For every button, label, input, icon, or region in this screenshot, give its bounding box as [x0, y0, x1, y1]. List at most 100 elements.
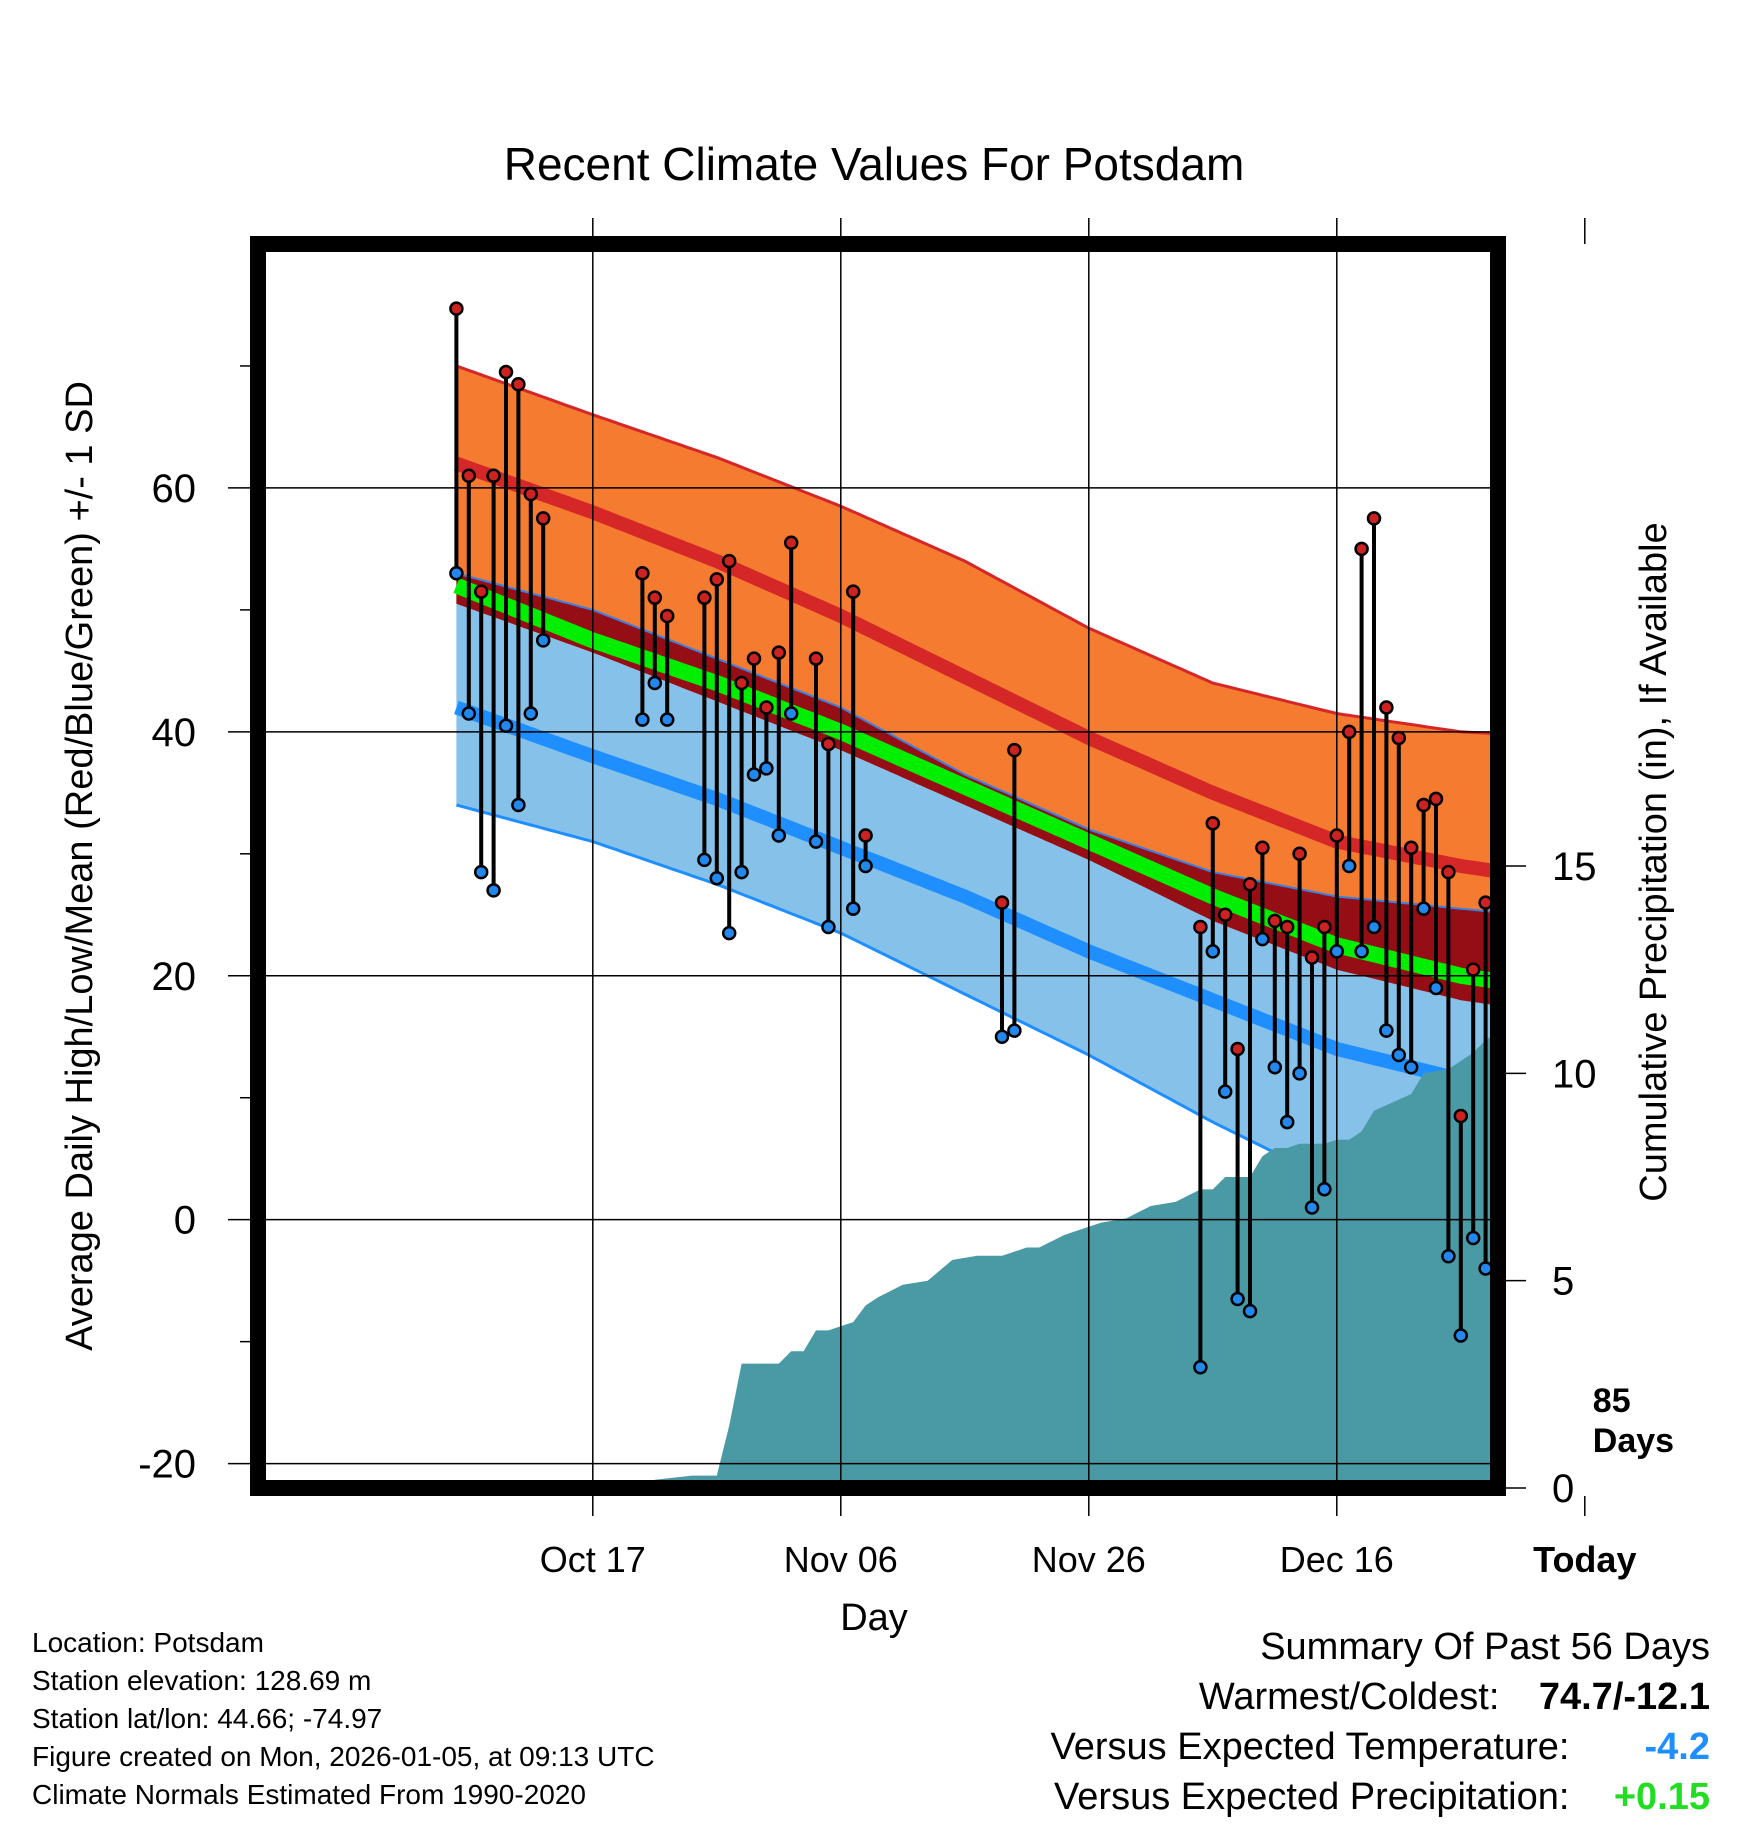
- mean-normal-line: [453, 578, 1498, 990]
- obs-high-point: [1517, 933, 1529, 945]
- obs-low-point: [1317, 1181, 1332, 1197]
- obs-low-point: [858, 858, 873, 874]
- elevation-text: Station elevation: 128.69 m: [32, 1665, 372, 1696]
- y-tick-label: 40: [152, 711, 197, 755]
- obs-high-point: [1341, 724, 1357, 740]
- obs-high-point: [1292, 846, 1307, 862]
- obs-low-point: [1428, 980, 1444, 996]
- today-days-label: Days: [1593, 1422, 1674, 1460]
- obs-low-point: [1205, 944, 1221, 959]
- obs-low-point: [1554, 1189, 1566, 1201]
- obs-low-point: [1354, 944, 1369, 959]
- precip-label: Versus Expected Precipitation:: [1054, 1776, 1570, 1818]
- obs-high-point: [1317, 919, 1332, 935]
- plot-area: [258, 244, 1578, 1488]
- obs-low-point: [1217, 1084, 1233, 1099]
- y2-tick-label: 15: [1552, 845, 1597, 889]
- obs-low-point: [808, 834, 824, 849]
- obs-low-point: [1267, 1059, 1283, 1075]
- obs-low-point: [523, 706, 539, 721]
- y2-tick-label: 0: [1552, 1467, 1574, 1511]
- obs-high-point: [1379, 700, 1394, 715]
- obs-low-point: [1465, 1230, 1481, 1246]
- obs-high-point: [1453, 1108, 1469, 1124]
- obs-low-point: [697, 852, 712, 868]
- precip-value: +0.15: [1613, 1776, 1710, 1818]
- obs-high-point: [461, 468, 477, 483]
- obs-high-point: [1428, 791, 1444, 807]
- obs-high-point: [1217, 907, 1233, 923]
- obs-high-point: [498, 364, 514, 380]
- obs-high-point: [1354, 541, 1369, 557]
- warmest-value: 74.7/-12.1: [1538, 1676, 1710, 1718]
- obs-high-point: [1329, 828, 1345, 843]
- warmest-row: Warmest/Coldest: 74.7/-12.1: [1051, 1672, 1710, 1722]
- x-tick-label: Today: [1533, 1539, 1636, 1580]
- obs-high-point: [1441, 864, 1456, 880]
- normals-text: Climate Normals Estimated From 1990-2020: [32, 1779, 586, 1810]
- obs-low-point: [721, 925, 737, 941]
- obs-high-point: [759, 700, 774, 715]
- obs-low-point: [1329, 944, 1345, 959]
- warmest-label: Warmest/Coldest:: [1198, 1676, 1500, 1718]
- obs-low-point: [635, 712, 650, 727]
- obs-high-point: [1403, 840, 1419, 855]
- obs-high-point: [486, 468, 501, 483]
- obs-high-point: [721, 553, 737, 569]
- obs-high-point: [771, 645, 787, 660]
- obs-high-point: [1416, 797, 1431, 813]
- obs-high-point: [734, 675, 749, 691]
- x-tick-label: Nov 06: [784, 1539, 898, 1580]
- x-tick-label: Dec 16: [1280, 1539, 1394, 1580]
- obs-high-point: [1542, 994, 1554, 1006]
- obs-low-point: [746, 767, 762, 782]
- obs-low-point: [783, 706, 799, 721]
- obs-high-point: [449, 301, 464, 316]
- obs-low-point: [1416, 901, 1431, 916]
- y2-tick-label: 10: [1552, 1052, 1597, 1096]
- today-count-label: 85: [1593, 1382, 1631, 1420]
- obs-high-point: [473, 584, 489, 599]
- obs-low-point: [1255, 931, 1270, 947]
- obs-low-point: [1504, 1110, 1516, 1122]
- obs-low-point: [659, 712, 675, 727]
- obs-high-point: [808, 651, 824, 666]
- y-tick-label: -20: [138, 1443, 196, 1487]
- obs-high-point: [1267, 913, 1283, 929]
- y-tick-label: 20: [152, 955, 197, 999]
- obs-high-point: [1007, 742, 1022, 758]
- obs-low-point: [535, 633, 551, 648]
- obs-high-point: [994, 895, 1010, 910]
- obs-low-point: [1478, 1261, 1493, 1276]
- obs-high-point: [858, 828, 873, 843]
- x-axis-label: Day: [840, 1597, 908, 1639]
- obs-low-point: [1517, 1128, 1529, 1140]
- obs-low-point: [1193, 1360, 1208, 1375]
- obs-low-point: [709, 870, 725, 886]
- obs-high-point: [1279, 919, 1295, 935]
- obs-high-point: [1366, 511, 1382, 526]
- obs-low-point: [1292, 1066, 1307, 1081]
- obs-high-point: [1304, 950, 1320, 965]
- summary-panel: Summary Of Past 56 Days Warmest/Coldest:…: [1051, 1622, 1710, 1822]
- obs-high-point: [659, 608, 675, 624]
- obs-high-point: [1230, 1041, 1245, 1057]
- high-minus-sd-line: [456, 572, 1498, 914]
- obs-low-point: [1453, 1328, 1469, 1343]
- obs-low-point: [473, 864, 489, 880]
- obs-low-point: [1566, 1323, 1578, 1335]
- temp-label: Versus Expected Temperature:: [1050, 1726, 1570, 1768]
- obs-low-point: [845, 901, 861, 916]
- latlon-text: Station lat/lon: 44.66; -74.97: [32, 1703, 383, 1734]
- obs-low-point: [1366, 919, 1382, 935]
- high-normal-line: [454, 456, 1498, 879]
- obs-high-point: [1205, 816, 1221, 831]
- location-text: Location: Potsdam: [32, 1627, 264, 1658]
- x-tick-label: Oct 17: [540, 1539, 646, 1580]
- obs-high-point: [1478, 895, 1493, 910]
- obs-low-point: [1304, 1200, 1320, 1215]
- obs-low-point: [1007, 1023, 1022, 1038]
- summary-title: Summary Of Past 56 Days: [1260, 1626, 1710, 1668]
- obs-low-point: [1230, 1291, 1245, 1307]
